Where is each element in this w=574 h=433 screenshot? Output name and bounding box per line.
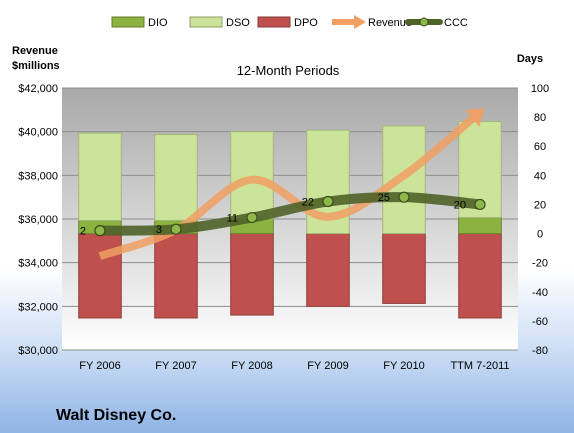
- y-right-tick-label: -20: [532, 258, 548, 270]
- y-right-tick-label: 40: [534, 170, 546, 182]
- legend-item-dio: DIO: [111, 16, 168, 29]
- x-tick-label: FY 2010: [383, 360, 424, 372]
- ccc-data-label: 2: [80, 226, 86, 238]
- ccc-point: [246, 211, 258, 224]
- bar-dpo: [78, 233, 122, 319]
- y-right-tick-label: -40: [532, 287, 548, 299]
- legend-marker: [419, 17, 429, 27]
- legend-swatch: [111, 16, 145, 28]
- x-tick-label: FY 2007: [155, 360, 196, 372]
- y-right-tick-label: 0: [537, 229, 543, 241]
- y-right-tick-label: -60: [532, 316, 548, 328]
- legend-item-ccc: CCC: [405, 17, 468, 29]
- legend-label: Revenue: [368, 17, 412, 29]
- y-right-tick-label: 80: [534, 112, 546, 124]
- ccc-data-label: 3: [156, 224, 162, 236]
- y-right-axis-title: Days: [517, 53, 543, 65]
- ccc-point: [398, 191, 410, 203]
- ccc-data-label: 22: [302, 197, 314, 209]
- y-left-axis-title: Revenue $millions: [12, 45, 60, 72]
- x-tick-label: FY 2009: [307, 360, 348, 372]
- y-left-tick-label: $32,000: [18, 301, 58, 313]
- bar-dpo: [458, 233, 502, 319]
- bar-dio: [458, 217, 502, 235]
- y-left-tick-label: $38,000: [18, 170, 58, 182]
- x-tick-label: FY 2006: [79, 360, 120, 372]
- legend-label: CCC: [444, 17, 468, 29]
- ccc-data-label: 20: [454, 199, 466, 211]
- bar-dpo: [230, 233, 274, 316]
- bar-dso: [230, 131, 274, 220]
- y-left-tick-label: $40,000: [18, 127, 58, 139]
- ccc-point: [322, 195, 334, 208]
- legend-swatch: [257, 16, 291, 28]
- ccc-point: [170, 223, 182, 235]
- x-tick-label: FY 2008: [231, 360, 272, 372]
- legend-label: DPO: [294, 17, 318, 29]
- y-left-tick-label: $36,000: [18, 214, 58, 226]
- legend-item-dso: DSO: [189, 16, 250, 29]
- ccc-line: [95, 192, 485, 236]
- y-right-tick-label: 60: [534, 141, 546, 153]
- y-left-tick-label: $42,000: [18, 83, 58, 95]
- ccc-data-label: 11: [227, 213, 238, 225]
- legend-item-dpo: DPO: [257, 16, 318, 29]
- revenue-arrowhead: [465, 108, 485, 127]
- y-left-tick-label: $30,000: [18, 345, 58, 357]
- bar-dpo: [306, 233, 350, 307]
- legend-label: DSO: [226, 17, 250, 29]
- x-tick-label: TTM 7-2011: [450, 360, 509, 372]
- y-right-tick-label: 20: [534, 199, 546, 211]
- legend-swatch-arrowhead: [354, 15, 366, 29]
- bar-dso: [78, 132, 122, 221]
- ccc-point: [94, 225, 106, 237]
- bar-dpo: [154, 233, 198, 319]
- legend-label: DIO: [148, 17, 168, 29]
- legend-item-revenue: Revenue: [332, 15, 412, 29]
- ccc-data-label: 25: [378, 192, 390, 204]
- legend-swatch: [189, 16, 223, 28]
- chart-subtitle: 12-Month Periods: [237, 63, 340, 78]
- y-right-tick-label: 100: [531, 83, 549, 95]
- bar-dpo: [382, 233, 426, 304]
- ccc-point: [474, 198, 486, 211]
- y-right-tick-label: -80: [532, 345, 548, 357]
- y-left-tick-label: $34,000: [18, 258, 58, 270]
- bar-dso: [154, 134, 198, 221]
- company-name: Walt Disney Co.: [56, 407, 176, 424]
